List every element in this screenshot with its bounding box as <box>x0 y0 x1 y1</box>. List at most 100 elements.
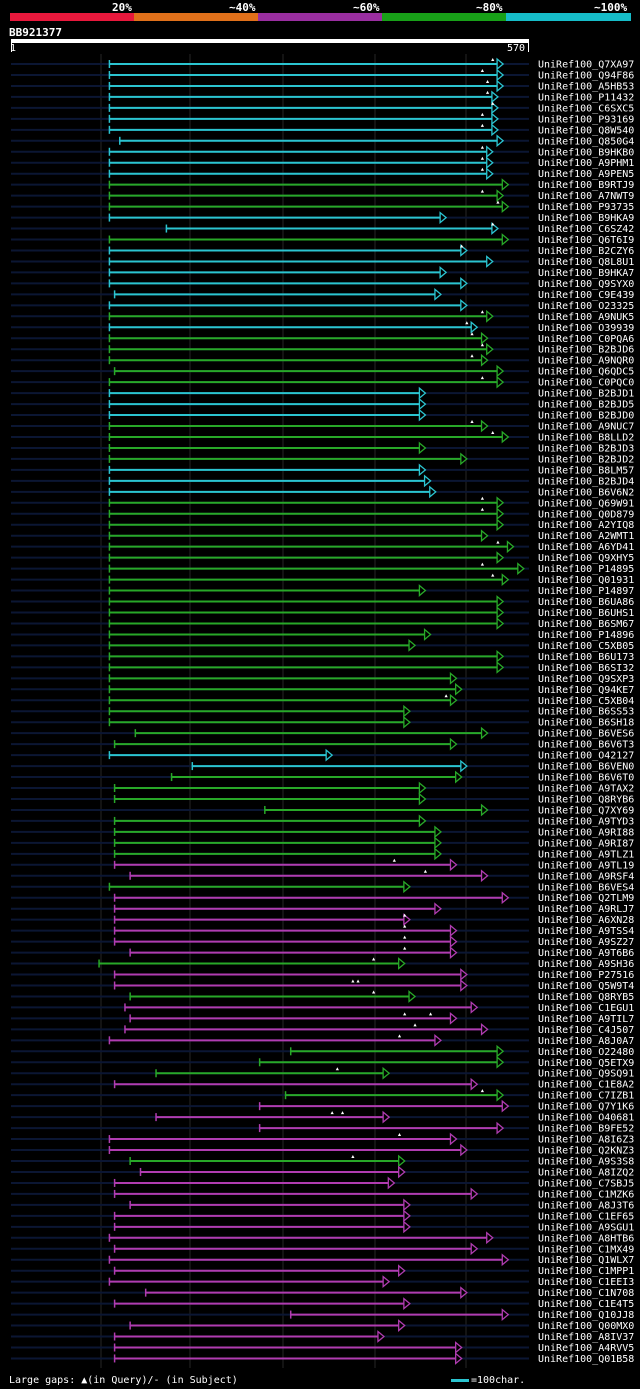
hit-label[interactable]: UniRef100_A8J0A7 <box>538 1036 634 1047</box>
hit-label[interactable]: UniRef100_A8I6Z3 <box>538 1135 634 1146</box>
hit-label[interactable]: UniRef100_C6SXC5 <box>538 103 634 114</box>
hit-label[interactable]: UniRef100_C1MZK6 <box>538 1189 634 1200</box>
hit-row[interactable]: UniRef100_Q94KE7 <box>11 682 634 696</box>
hit-label[interactable]: UniRef100_A9RI88 <box>538 827 634 838</box>
hit-row[interactable]: UniRef100_A9NUC7 <box>11 419 634 433</box>
hit-row[interactable]: UniRef100_Q10JJ8 <box>11 1308 634 1322</box>
hit-label[interactable]: UniRef100_B6SM67 <box>538 619 634 630</box>
hit-row[interactable]: UniRef100_Q2TLM9 <box>11 891 634 905</box>
hit-row[interactable]: UniRef100_B6U173 <box>11 649 634 663</box>
hit-label[interactable]: UniRef100_Q2KNZ3 <box>538 1146 634 1157</box>
hit-row[interactable]: UniRef100_C7IZB1 <box>11 1088 634 1102</box>
hit-row[interactable]: UniRef100_A8IZQ2 <box>11 1165 634 1179</box>
hit-label[interactable]: UniRef100_C9E439 <box>538 290 634 301</box>
hit-label[interactable]: UniRef100_C1N708 <box>538 1288 634 1299</box>
hit-row[interactable]: UniRef100_C1EGU1 <box>11 1001 634 1014</box>
hit-row[interactable]: UniRef100_A8J3T6 <box>11 1198 634 1212</box>
hit-label[interactable]: UniRef100_B6SI32 <box>538 663 634 674</box>
hit-row[interactable]: UniRef100_B2BJD3 <box>11 441 634 455</box>
hit-label[interactable]: UniRef100_C1EF65 <box>538 1211 634 1222</box>
hit-label[interactable]: UniRef100_A9SH36 <box>538 959 634 970</box>
hit-label[interactable]: UniRef100_A2WMT1 <box>538 531 634 542</box>
hit-label[interactable]: UniRef100_Q8W540 <box>538 125 634 136</box>
hit-row[interactable]: UniRef100_Q2KNZ3 <box>11 1143 634 1157</box>
hit-row[interactable]: UniRef100_C5XB05 <box>11 639 634 652</box>
hit-row[interactable]: UniRef100_A8J0A7 <box>11 1033 634 1047</box>
hit-row[interactable]: UniRef100_A5HB53 <box>11 79 634 93</box>
hit-row[interactable]: UniRef100_C1E8A2 <box>11 1077 634 1091</box>
hit-label[interactable]: UniRef100_C0PQC0 <box>538 378 634 389</box>
hit-row[interactable]: UniRef100_C1E4T5 <box>11 1297 634 1311</box>
hit-row[interactable]: UniRef100_A9TYD3 <box>11 814 634 828</box>
hit-row[interactable]: UniRef100_B6VES6 <box>11 726 634 740</box>
hit-row[interactable]: UniRef100_C9E439 <box>11 287 634 301</box>
hit-label[interactable]: UniRef100_B6VEN0 <box>538 762 634 773</box>
hit-row[interactable]: UniRef100_Q8RYB6 <box>11 792 634 806</box>
hit-label[interactable]: UniRef100_P27516 <box>538 970 634 981</box>
hit-row[interactable]: UniRef100_B2BJD0 <box>11 408 634 422</box>
hit-label[interactable]: UniRef100_Q5W9T4 <box>538 981 634 992</box>
hit-row[interactable]: UniRef100_A8HTB6 <box>11 1231 634 1245</box>
hit-label[interactable]: UniRef100_A6YD41 <box>538 542 634 553</box>
hit-label[interactable]: UniRef100_A8IZQ2 <box>538 1167 634 1178</box>
hit-row[interactable]: UniRef100_B6V6N2 <box>11 485 634 499</box>
hit-label[interactable]: UniRef100_A9SGU1 <box>538 1222 634 1233</box>
hit-label[interactable]: UniRef100_P14895 <box>538 564 634 575</box>
hit-label[interactable]: UniRef100_Q69W91 <box>538 498 634 509</box>
hit-label[interactable]: UniRef100_P93735 <box>538 202 634 213</box>
hit-label[interactable]: UniRef100_B9RTJ9 <box>538 180 634 191</box>
hit-row[interactable]: UniRef100_C1MPP1 <box>11 1264 634 1278</box>
hit-row[interactable]: UniRef100_B6SH18 <box>11 715 634 729</box>
hit-label[interactable]: UniRef100_A9TAX2 <box>538 784 634 795</box>
hit-label[interactable]: UniRef100_A9RSF4 <box>538 871 634 882</box>
hit-label[interactable]: UniRef100_A5HB53 <box>538 81 634 92</box>
hit-row[interactable]: UniRef100_Q01931 <box>11 573 634 587</box>
hit-row[interactable]: UniRef100_A6XN28 <box>11 913 634 927</box>
hit-label[interactable]: UniRef100_A8IV37 <box>538 1332 634 1343</box>
hit-label[interactable]: UniRef100_Q00MX0 <box>538 1321 634 1332</box>
hit-row[interactable]: UniRef100_Q6T6I9 <box>11 233 634 247</box>
hit-label[interactable]: UniRef100_A9PHM1 <box>538 158 634 169</box>
hit-label[interactable]: UniRef100_C1E8A2 <box>538 1080 634 1091</box>
hit-label[interactable]: UniRef100_Q1WLX7 <box>538 1255 634 1266</box>
hit-label[interactable]: UniRef100_Q6QDC5 <box>538 367 634 378</box>
hit-row[interactable]: UniRef100_P27516 <box>11 968 634 982</box>
hit-label[interactable]: UniRef100_B2BJD0 <box>538 411 634 422</box>
hit-row[interactable]: UniRef100_A9RLJ7 <box>11 902 634 916</box>
hit-label[interactable]: UniRef100_P93169 <box>538 114 634 125</box>
hit-row[interactable]: UniRef100_B6SI32 <box>11 660 634 674</box>
hit-row[interactable]: UniRef100_A9RSF4 <box>11 869 634 883</box>
hit-row[interactable]: UniRef100_A8I6Z3 <box>11 1132 634 1146</box>
hit-row[interactable]: UniRef100_Q8W540 <box>11 123 634 137</box>
hit-row[interactable]: UniRef100_C4J507 <box>11 1022 634 1036</box>
hit-label[interactable]: UniRef100_A9PEN5 <box>538 169 634 180</box>
hit-row[interactable]: UniRef100_P93735 <box>11 200 634 214</box>
hit-label[interactable]: UniRef100_O39939 <box>538 323 634 334</box>
hit-label[interactable]: UniRef100_Q9SQ91 <box>538 1069 634 1080</box>
hit-row[interactable]: UniRef100_Q9SYX0 <box>11 277 634 290</box>
hit-row[interactable]: UniRef100_Q94F86 <box>11 68 634 82</box>
hit-label[interactable]: UniRef100_A8HTB6 <box>538 1233 634 1244</box>
hit-row[interactable]: UniRef100_A9NUK5 <box>11 309 634 323</box>
hit-label[interactable]: UniRef100_Q8RYB6 <box>538 794 634 805</box>
hit-row[interactable]: UniRef100_B2BJD2 <box>11 452 634 466</box>
hit-label[interactable]: UniRef100_A9SZ27 <box>538 937 634 948</box>
hit-row[interactable]: UniRef100_P14897 <box>11 584 634 598</box>
hit-label[interactable]: UniRef100_A7NWT9 <box>538 191 634 202</box>
hit-label[interactable]: UniRef100_Q7Y1K6 <box>538 1102 634 1113</box>
hit-row[interactable]: UniRef100_A6YD41 <box>11 540 634 554</box>
hit-row[interactable]: UniRef100_B2BJD4 <box>11 474 634 488</box>
hit-row[interactable]: UniRef100_C7SBJ5 <box>11 1176 634 1190</box>
hit-row[interactable]: UniRef100_A8IV37 <box>11 1330 634 1344</box>
hit-label[interactable]: UniRef100_O40681 <box>538 1113 634 1124</box>
hit-row[interactable]: UniRef100_A9TL19 <box>11 858 634 872</box>
hit-label[interactable]: UniRef100_B6VES6 <box>538 729 634 740</box>
hit-label[interactable]: UniRef100_Q7XA97 <box>538 60 634 71</box>
hit-row[interactable]: UniRef100_Q01B58 <box>11 1352 634 1365</box>
hit-label[interactable]: UniRef100_P14897 <box>538 586 634 597</box>
hit-row[interactable]: UniRef100_C0PQC0 <box>11 375 634 389</box>
hit-row[interactable]: UniRef100_A9SZ27 <box>11 935 634 949</box>
hit-label[interactable]: UniRef100_A6XN28 <box>538 915 634 926</box>
hit-row[interactable]: UniRef100_A9SGU1 <box>11 1220 634 1234</box>
hit-label[interactable]: UniRef100_Q01B58 <box>538 1354 634 1365</box>
